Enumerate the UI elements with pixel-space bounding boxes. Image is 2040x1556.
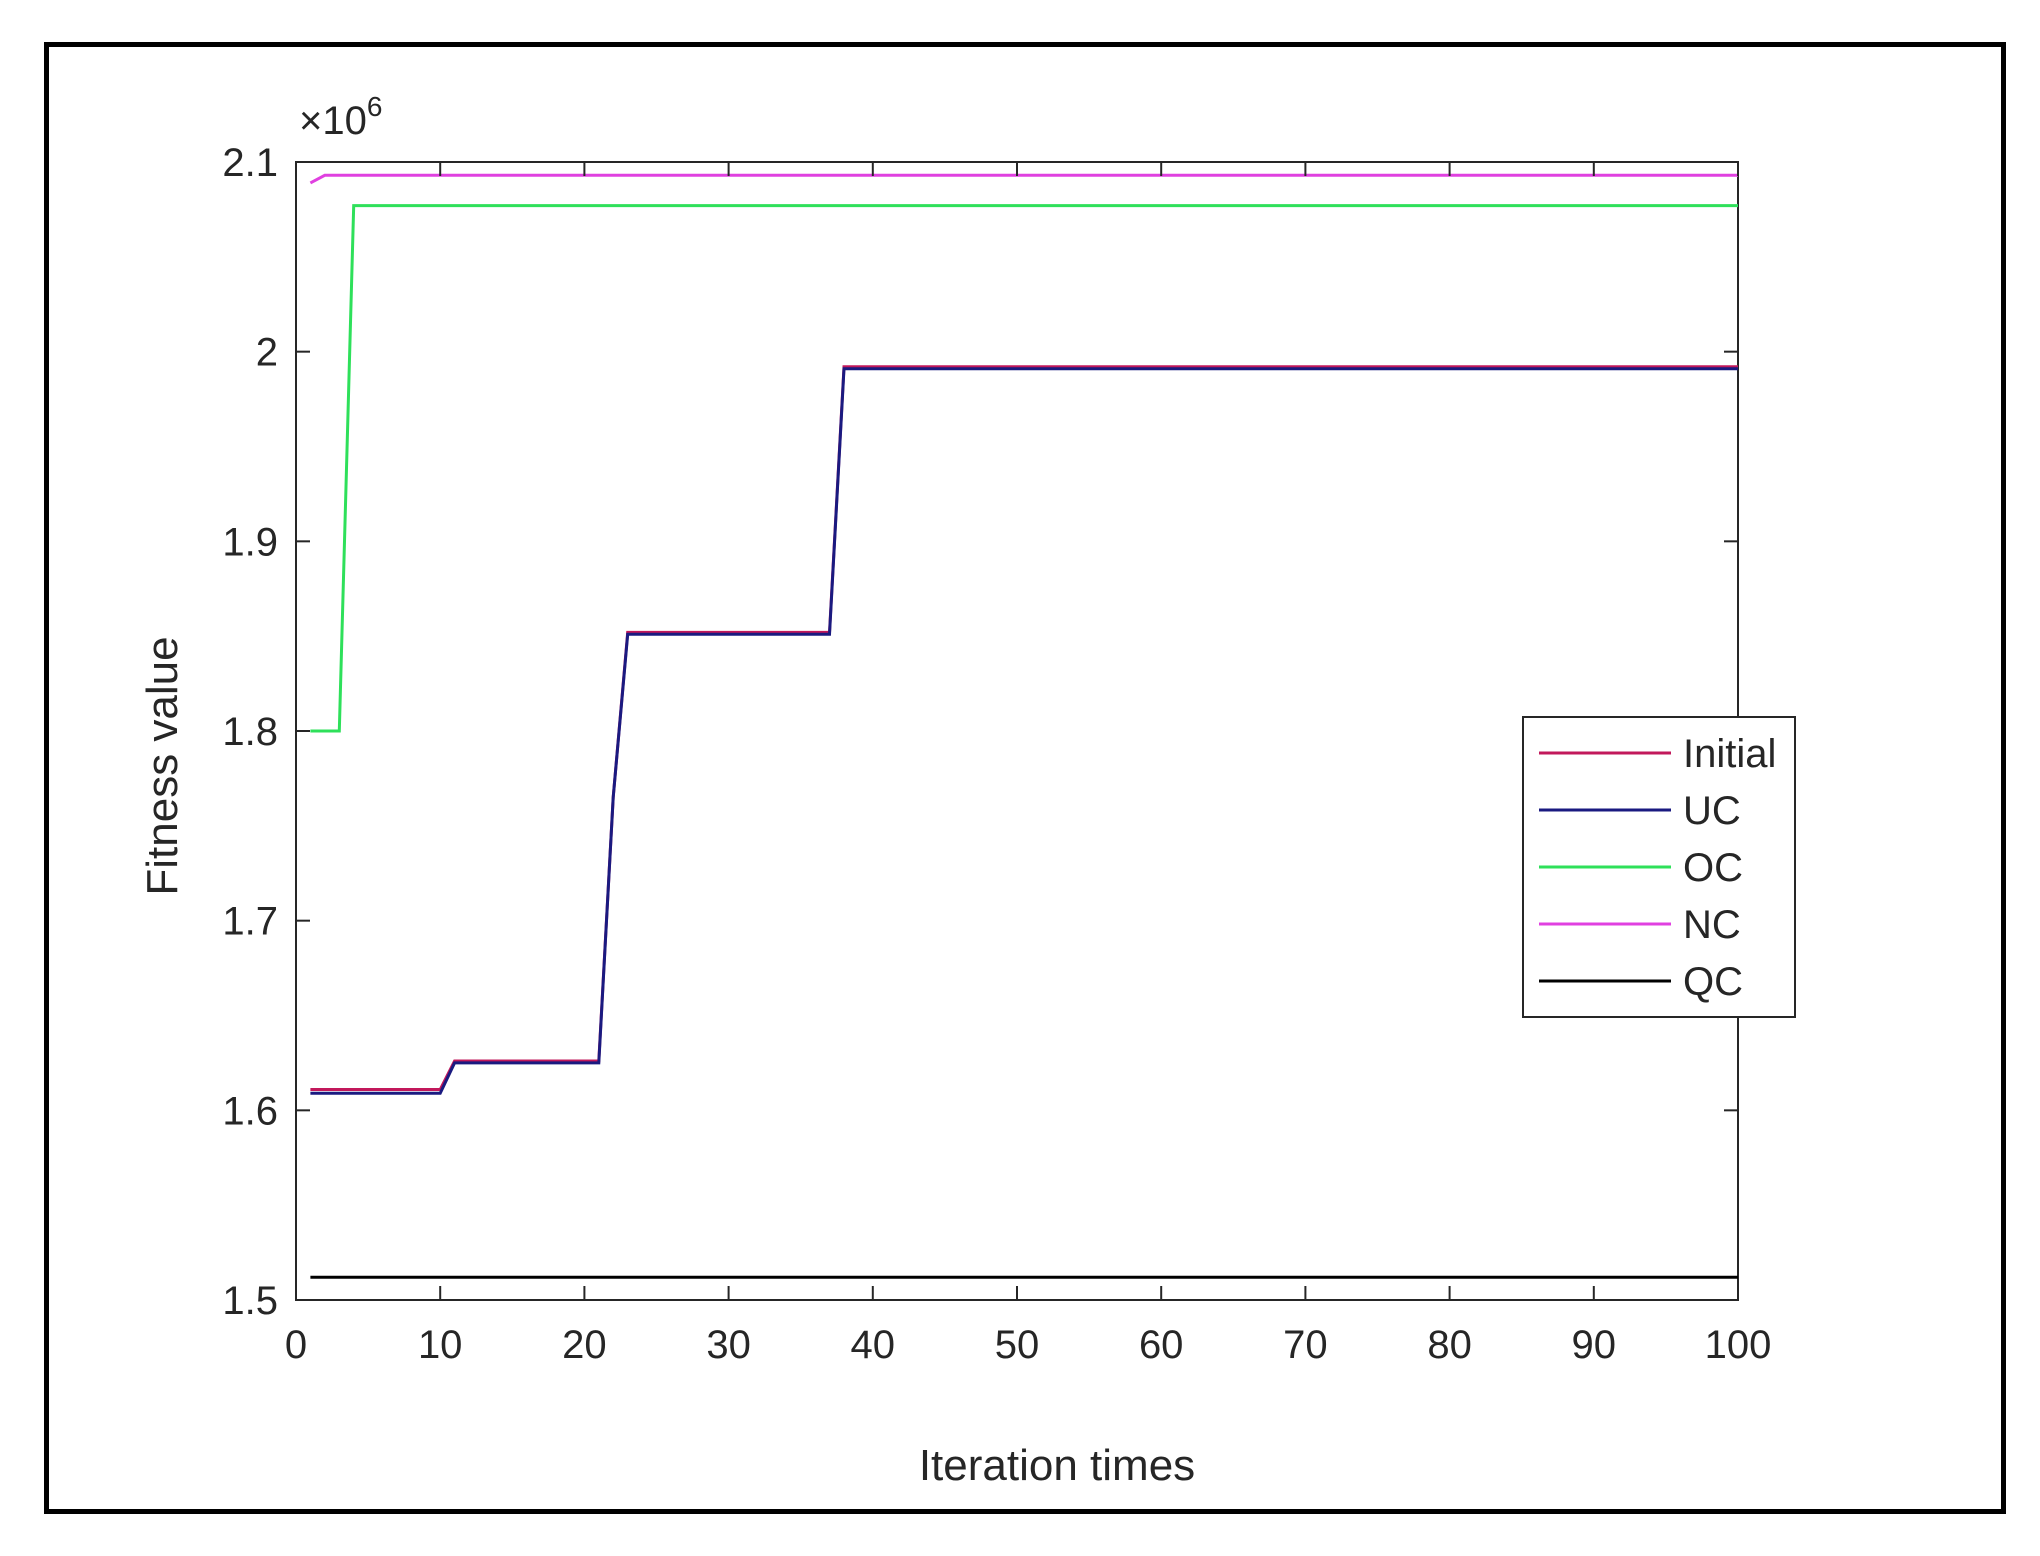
- legend-entry-qc: QC: [1539, 960, 1743, 1004]
- legend-entry-oc: OC: [1539, 846, 1743, 890]
- y-tick-label: 1.6: [222, 1089, 278, 1133]
- y-multiplier-exponent: 6: [367, 91, 383, 122]
- legend-label: Initial: [1683, 732, 1776, 776]
- x-tick-label: 20: [562, 1323, 607, 1367]
- x-tick-label: 80: [1427, 1323, 1472, 1367]
- legend-label: QC: [1683, 960, 1743, 1004]
- fitness-line-chart: 0 10 20 30 40 50 60 70 80 90 100 1.5 1.6 1.7 1.8 1.9 2 2.…: [138, 91, 1796, 1490]
- x-axis-label: Iteration times: [919, 1441, 1195, 1490]
- y-multiplier: ×106: [299, 91, 382, 143]
- legend-entry-uc: UC: [1539, 789, 1741, 833]
- x-tick-label: 10: [418, 1323, 463, 1367]
- series-line-nc: [309, 173, 1738, 185]
- y-tick-label: 1.9: [222, 520, 278, 564]
- y-tick-label: 1.5: [222, 1279, 278, 1323]
- legend-label: OC: [1683, 846, 1743, 890]
- legend-label: UC: [1683, 789, 1741, 833]
- y-tick-label: 2.1: [222, 141, 278, 185]
- y-multiplier-base: ×10: [299, 99, 367, 143]
- legend-entry-nc: NC: [1539, 903, 1741, 947]
- x-tick-label: 40: [851, 1323, 896, 1367]
- legend: Initial UC OC NC QC: [1522, 716, 1796, 1018]
- figure-frame: 0 10 20 30 40 50 60 70 80 90 100 1.5 1.6 1.7 1.8 1.9 2 2.…: [44, 42, 2006, 1514]
- x-tick-label: 50: [995, 1323, 1040, 1367]
- y-tick-label: 1.7: [222, 900, 278, 944]
- legend-label: NC: [1683, 903, 1741, 947]
- x-tick-label: 60: [1139, 1323, 1184, 1367]
- x-tick-label: 90: [1572, 1323, 1617, 1367]
- y-tick-label: 2: [256, 331, 278, 375]
- series-line-oc: [310, 204, 1738, 733]
- axes: [295, 161, 1739, 1301]
- x-tick-label: 0: [285, 1323, 307, 1367]
- ticks: 0 10 20 30 40 50 60 70 80 90 100 1.5 1.6 1.7 1.8 1.9 2 2.…: [222, 141, 1771, 1367]
- x-tick-label: 100: [1705, 1323, 1772, 1367]
- x-tick-label: 70: [1283, 1323, 1328, 1367]
- series-line-uc: [310, 367, 1738, 1095]
- series-lines: [309, 173, 1738, 1279]
- y-axis-label: Fitness value: [138, 636, 187, 895]
- plot-area: [295, 161, 1739, 1301]
- y-tick-label: 1.8: [222, 710, 278, 754]
- x-tick-label: 30: [706, 1323, 751, 1367]
- legend-entry-initial: Initial: [1539, 732, 1776, 776]
